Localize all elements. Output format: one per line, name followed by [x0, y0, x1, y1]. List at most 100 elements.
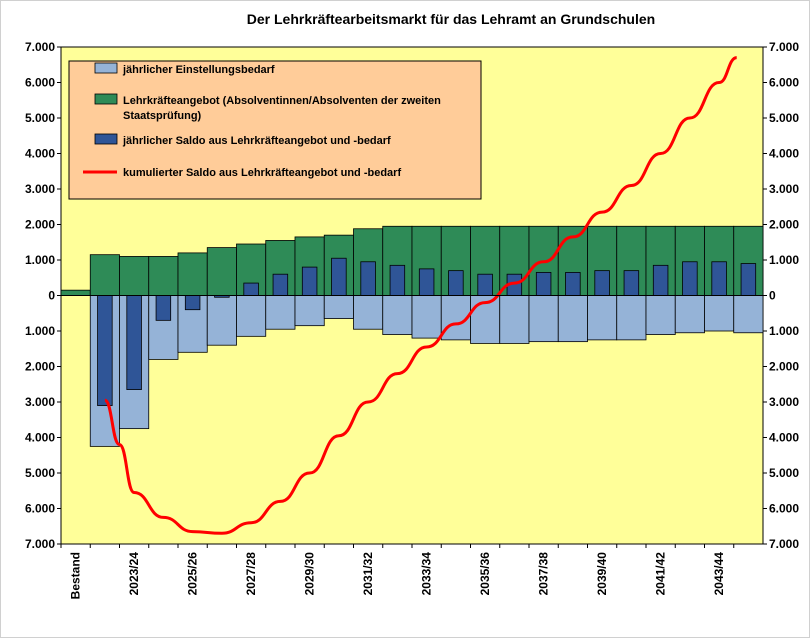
y-tick-label-right: 7.000	[769, 537, 799, 551]
bar-series2-2	[119, 256, 150, 296]
bar-series2-3	[148, 256, 179, 296]
x-tick-label: 2033/34	[420, 552, 434, 596]
bar-series3-1	[97, 295, 113, 406]
y-tick-label-left: 0	[48, 289, 55, 303]
bar-series3-16	[535, 272, 552, 296]
y-tick-label-left: 7.000	[25, 537, 55, 551]
y-tick-label-left: 6.000	[25, 76, 55, 90]
y-tick-label-right: 1.000	[769, 253, 799, 267]
legend-label-1: Lehrkräfteangebot (Absolventinnen/Absolv…	[123, 95, 441, 122]
y-tick-label-right: 6.000	[769, 76, 799, 90]
y-tick-label-right: 3.000	[769, 395, 799, 409]
y-tick-label-right: 5.000	[769, 466, 799, 480]
x-tick-label: 2043/44	[712, 552, 726, 596]
bar-series3-18	[594, 270, 610, 296]
bar-series2-4	[177, 252, 208, 296]
bar-series1-19	[616, 295, 647, 341]
y-tick-label-right: 4.000	[769, 147, 799, 161]
bar-series3-9	[331, 257, 347, 296]
y-tick-label-right: 5.000	[769, 111, 799, 125]
x-tick-label: 2023/24	[127, 552, 141, 596]
bar-series1-23	[733, 295, 764, 334]
bar-series1-4	[177, 295, 208, 353]
x-tick-label: 2037/38	[537, 552, 551, 596]
bar-series1-5	[206, 295, 237, 346]
line-kumulierter-saldo	[103, 56, 738, 535]
bar-series1-11	[382, 295, 413, 335]
bar-series2-1	[89, 254, 120, 296]
y-tick-label-left: 7.000	[25, 40, 55, 54]
bar-series3-11	[389, 264, 406, 296]
bar-series2-0	[60, 289, 91, 296]
bar-series3-20	[652, 264, 669, 296]
bar-series1-18	[587, 295, 618, 341]
bar-series3-10	[360, 261, 376, 296]
bar-series1-22	[704, 295, 735, 332]
legend-label-2: jährlicher Saldo aus Lehrkräfteangebot u…	[122, 135, 391, 147]
x-tick-label: 2035/36	[478, 552, 492, 596]
legend-label-3: kumulierter Saldo aus Lehrkräfteangebot …	[123, 167, 401, 179]
bar-series3-6	[243, 282, 259, 296]
bar-series1-17	[557, 295, 588, 343]
bar-series3-23	[740, 263, 757, 296]
y-tick-label-left: 1.000	[25, 324, 55, 338]
x-tick-label: 2041/42	[654, 552, 668, 596]
bar-series1-10	[353, 295, 384, 330]
legend-background	[68, 60, 482, 200]
bar-series1-9	[323, 295, 354, 319]
x-tick-label: 2027/28	[244, 552, 258, 596]
bar-series3-7	[272, 273, 289, 296]
bar-series3-2	[126, 295, 142, 390]
y-tick-label-right: 2.000	[769, 360, 799, 374]
bar-series2-5	[206, 247, 237, 296]
x-tick-label: 2031/32	[361, 552, 375, 596]
bar-series1-20	[645, 295, 676, 335]
axis-layer: 7.000 7.000 6.000 6.000 5.000 5.000 4.000 4.000…	[25, 40, 799, 599]
x-tick-label: 2039/40	[595, 552, 609, 596]
legend-swatch-0	[94, 62, 118, 74]
y-tick-label-left: 1.000	[25, 253, 55, 267]
y-tick-label-left: 3.000	[25, 182, 55, 196]
bar-series1-12	[411, 295, 442, 339]
y-tick-label-left: 2.000	[25, 360, 55, 374]
y-tick-label-right: 3.000	[769, 182, 799, 196]
y-tick-label-left: 5.000	[25, 111, 55, 125]
bar-series3-8	[301, 266, 318, 296]
y-tick-label-left: 2.000	[25, 218, 55, 232]
bar-series1-21	[674, 295, 705, 334]
bar-series3-22	[711, 261, 727, 296]
bar-series3-13	[448, 270, 464, 296]
x-tick-label: 2029/30	[303, 552, 317, 596]
y-tick-label-left: 3.000	[25, 395, 55, 409]
x-tick-label: Bestand	[69, 552, 83, 599]
y-tick-label-right: 7.000	[769, 40, 799, 54]
y-tick-label-right: 4.000	[769, 431, 799, 445]
bar-series3-14	[477, 273, 493, 296]
y-tick-label-left: 5.000	[25, 466, 55, 480]
bar-series1-16	[528, 295, 559, 343]
bar-series3-12	[418, 268, 435, 296]
bar-series1-6	[236, 295, 267, 337]
legend-swatch-2	[94, 133, 118, 145]
bar-series1-7	[265, 295, 296, 330]
y-tick-label-right: 0	[769, 289, 776, 303]
legend-label-line: Staatsprüfung)	[123, 110, 202, 122]
legend-swatch-1	[94, 93, 118, 105]
legend-label-0: jährlicher Einstellungsbedarf	[122, 64, 275, 76]
x-tick-label: 2025/26	[186, 552, 200, 596]
y-tick-label-right: 2.000	[769, 218, 799, 232]
chart-title: Der Lehrkräftearbeitsmarkt für das Lehra…	[247, 11, 655, 27]
bar-series3-3	[155, 295, 172, 321]
line-layer	[103, 56, 738, 535]
bar-series3-17	[565, 272, 581, 296]
y-tick-label-left: 4.000	[25, 147, 55, 161]
y-tick-label-left: 6.000	[25, 502, 55, 516]
y-tick-label-right: 6.000	[769, 502, 799, 516]
y-tick-label-right: 1.000	[769, 324, 799, 338]
bar-series3-4	[184, 295, 201, 311]
bar-series3-19	[623, 270, 640, 296]
bar-series1-8	[294, 295, 325, 327]
y-tick-label-left: 4.000	[25, 431, 55, 445]
